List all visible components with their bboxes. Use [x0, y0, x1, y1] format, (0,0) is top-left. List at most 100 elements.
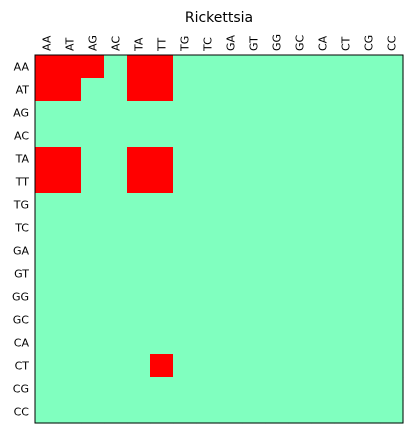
- heatmap-cell-tg-tg: [173, 193, 197, 217]
- y-tick-label-tg: TG: [13, 199, 29, 212]
- heatmap-cell-gt-cc: [380, 262, 404, 286]
- heatmap-cell-ag-tt: [150, 101, 174, 125]
- heatmap-cell-aa-tc: [196, 55, 220, 79]
- heatmap-cell-ta-ac: [104, 147, 128, 171]
- heatmap-cell-ac-gc: [288, 124, 312, 148]
- heatmap-cell-gg-gg: [265, 285, 289, 309]
- heatmap-cell-cc-gt: [242, 400, 266, 424]
- heatmap-cell-cc-ct: [334, 400, 358, 424]
- heatmap-cell-tt-at: [58, 170, 82, 194]
- heatmap-cell-at-aa: [35, 78, 59, 102]
- x-tick-label-gc: GC: [294, 34, 307, 51]
- heatmap-cell-gt-tc: [196, 262, 220, 286]
- heatmap-cell-ct-ct: [334, 354, 358, 378]
- heatmap-cell-tg-ca: [311, 193, 335, 217]
- heatmap-cell-ta-tg: [173, 147, 197, 171]
- heatmap-cell-tg-aa: [35, 193, 59, 217]
- y-tick-label-ta: TA: [15, 153, 30, 166]
- heatmap-cell-tc-at: [58, 216, 82, 240]
- heatmap-cell-ta-ca: [311, 147, 335, 171]
- heatmap-cell-ag-tg: [173, 101, 197, 125]
- heatmap-cell-ca-gt: [242, 331, 266, 355]
- heatmap-cell-gt-ac: [104, 262, 128, 286]
- heatmap-cell-aa-cc: [380, 55, 404, 79]
- heatmap-cell-ta-cc: [380, 147, 404, 171]
- y-tick-label-cc: CC: [14, 406, 30, 419]
- y-tick-labels: AA AT AG AC TA TT TG TC GA GT GG GC CA CT CG CC: [12, 61, 30, 419]
- heatmap-cell-ta-ag: [81, 147, 105, 171]
- heatmap-cell-ag-ga: [219, 101, 243, 125]
- heatmap-cell-ca-ga: [219, 331, 243, 355]
- heatmap-cell-ga-tt: [150, 239, 174, 263]
- heatmap-cell-at-cg: [357, 78, 381, 102]
- y-tick-label-gc: GC: [13, 314, 30, 327]
- heatmap-cell-ga-gt: [242, 239, 266, 263]
- heatmap-cell-ca-gg: [265, 331, 289, 355]
- heatmap-cell-cc-gc: [288, 400, 312, 424]
- heatmap-cell-tg-ga: [219, 193, 243, 217]
- heatmap-cell-cg-ta: [127, 377, 151, 401]
- heatmap-cell-ag-ct: [334, 101, 358, 125]
- heatmap-cell-ac-ga: [219, 124, 243, 148]
- x-tick-label-cg: CG: [363, 35, 376, 51]
- heatmap-cell-ag-cc: [380, 101, 404, 125]
- y-tick-label-ga: GA: [13, 245, 30, 258]
- heatmap-cell-ca-aa: [35, 331, 59, 355]
- heatmap-cell-at-tt: [150, 78, 174, 102]
- heatmap-cell-ag-at: [58, 101, 82, 125]
- heatmap-cell-gt-tt: [150, 262, 174, 286]
- heatmap-cell-ca-tg: [173, 331, 197, 355]
- heatmap-cell-ag-ag: [81, 101, 105, 125]
- heatmap-cell-gg-cc: [380, 285, 404, 309]
- heatmap-cell-ca-at: [58, 331, 82, 355]
- heatmap-cell-gt-cg: [357, 262, 381, 286]
- heatmap-cell-ca-cc: [380, 331, 404, 355]
- heatmap-cell-tg-tc: [196, 193, 220, 217]
- heatmap-cell-cg-tg: [173, 377, 197, 401]
- heatmap-cell-gc-ag: [81, 308, 105, 332]
- heatmap-cell-cc-gg: [265, 400, 289, 424]
- heatmap-cell-ct-ga: [219, 354, 243, 378]
- heatmap-cell-at-at: [58, 78, 82, 102]
- heatmap-cell-tt-cg: [357, 170, 381, 194]
- x-tick-label-gg: GG: [271, 34, 284, 51]
- heatmap-cell-aa-ca: [311, 55, 335, 79]
- heatmap-cell-ag-gg: [265, 101, 289, 125]
- heatmap-cell-aa-gt: [242, 55, 266, 79]
- x-tick-label-ag: AG: [87, 35, 100, 51]
- heatmap-cell-cc-ag: [81, 400, 105, 424]
- heatmap-cell-gc-at: [58, 308, 82, 332]
- heatmap-cell-gc-ct: [334, 308, 358, 332]
- heatmap-cell-tt-gt: [242, 170, 266, 194]
- heatmap-cell-gg-ct: [334, 285, 358, 309]
- heatmap-cell-tc-ac: [104, 216, 128, 240]
- heatmap-cell-gt-ct: [334, 262, 358, 286]
- heatmap-cell-at-tc: [196, 78, 220, 102]
- heatmap-cell-aa-cg: [357, 55, 381, 79]
- heatmap-cell-gc-tt: [150, 308, 174, 332]
- heatmap-cell-tt-tc: [196, 170, 220, 194]
- heatmap-cell-at-ct: [334, 78, 358, 102]
- x-tick-label-tg: TG: [179, 36, 192, 52]
- heatmap-cell-tt-tg: [173, 170, 197, 194]
- heatmap-cell-tc-ag: [81, 216, 105, 240]
- x-tick-label-ct: CT: [340, 36, 353, 51]
- heatmap-cell-ac-cc: [380, 124, 404, 148]
- heatmap-cell-cg-cg: [357, 377, 381, 401]
- heatmap-cell-gg-tc: [196, 285, 220, 309]
- heatmap-cell-ct-ca: [311, 354, 335, 378]
- y-tick-label-ct: CT: [15, 360, 30, 373]
- heatmap-cell-cg-gg: [265, 377, 289, 401]
- x-tick-label-cc: CC: [386, 35, 399, 51]
- heatmap-cell-tt-cc: [380, 170, 404, 194]
- heatmap-cell-aa-gc: [288, 55, 312, 79]
- heatmap-cell-ta-aa: [35, 147, 59, 171]
- heatmap-cell-cc-aa: [35, 400, 59, 424]
- heatmap-cell-at-ca: [311, 78, 335, 102]
- y-tick-label-tc: TC: [14, 222, 29, 235]
- heatmap-cell-ag-tc: [196, 101, 220, 125]
- heatmap-cell-ta-at: [58, 147, 82, 171]
- heatmap-cell-at-ta: [127, 78, 151, 102]
- heatmap-cell-gc-ta: [127, 308, 151, 332]
- heatmap-cell-tc-tc: [196, 216, 220, 240]
